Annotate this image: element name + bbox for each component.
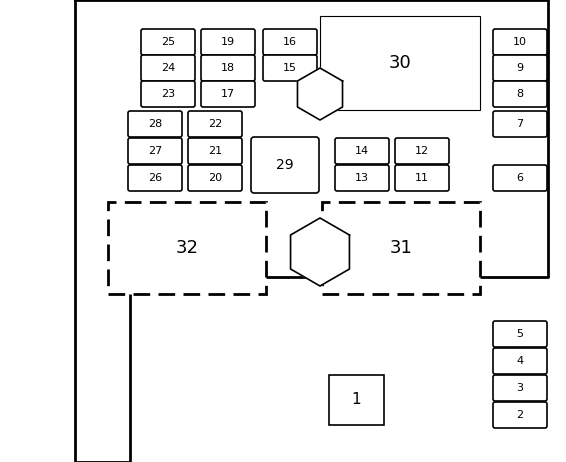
Text: 15: 15 <box>283 63 297 73</box>
Text: 16: 16 <box>283 37 297 47</box>
Bar <box>108 202 266 294</box>
FancyBboxPatch shape <box>188 111 242 137</box>
Text: 10: 10 <box>513 37 527 47</box>
Text: 28: 28 <box>148 119 162 129</box>
FancyBboxPatch shape <box>493 111 547 137</box>
FancyBboxPatch shape <box>188 165 242 191</box>
Bar <box>322 202 480 294</box>
Text: 9: 9 <box>516 63 524 73</box>
Text: 2: 2 <box>516 410 524 420</box>
Text: 27: 27 <box>148 146 162 156</box>
FancyBboxPatch shape <box>493 165 547 191</box>
Text: 29: 29 <box>276 158 294 172</box>
FancyBboxPatch shape <box>263 55 317 81</box>
Text: 18: 18 <box>221 63 235 73</box>
Text: 26: 26 <box>148 173 162 183</box>
Text: 6: 6 <box>517 173 524 183</box>
Text: 23: 23 <box>161 89 175 99</box>
Bar <box>320 16 480 110</box>
Text: 11: 11 <box>415 173 429 183</box>
Text: 25: 25 <box>161 37 175 47</box>
Bar <box>328 375 384 425</box>
FancyBboxPatch shape <box>493 375 547 401</box>
Text: 13: 13 <box>355 173 369 183</box>
FancyBboxPatch shape <box>493 55 547 81</box>
FancyBboxPatch shape <box>493 81 547 107</box>
Text: 21: 21 <box>208 146 222 156</box>
Text: 7: 7 <box>516 119 524 129</box>
Text: 31: 31 <box>389 239 413 257</box>
FancyBboxPatch shape <box>188 138 242 164</box>
Polygon shape <box>290 218 349 286</box>
Text: 8: 8 <box>516 89 524 99</box>
Text: 14: 14 <box>355 146 369 156</box>
FancyBboxPatch shape <box>395 138 449 164</box>
Text: 12: 12 <box>415 146 429 156</box>
FancyBboxPatch shape <box>493 348 547 374</box>
FancyBboxPatch shape <box>335 138 389 164</box>
Text: 3: 3 <box>517 383 524 393</box>
Text: 20: 20 <box>208 173 222 183</box>
FancyBboxPatch shape <box>493 29 547 55</box>
FancyBboxPatch shape <box>251 137 319 193</box>
Text: 4: 4 <box>516 356 524 366</box>
FancyBboxPatch shape <box>201 55 255 81</box>
Text: 1: 1 <box>351 393 361 407</box>
Text: 17: 17 <box>221 89 235 99</box>
Text: 19: 19 <box>221 37 235 47</box>
FancyBboxPatch shape <box>128 138 182 164</box>
FancyBboxPatch shape <box>493 321 547 347</box>
FancyBboxPatch shape <box>493 402 547 428</box>
FancyBboxPatch shape <box>141 81 195 107</box>
Text: 24: 24 <box>161 63 175 73</box>
Polygon shape <box>298 68 342 120</box>
Text: 5: 5 <box>517 329 524 339</box>
FancyBboxPatch shape <box>335 165 389 191</box>
FancyBboxPatch shape <box>128 111 182 137</box>
Text: 22: 22 <box>208 119 222 129</box>
Text: 30: 30 <box>389 54 411 72</box>
FancyBboxPatch shape <box>141 29 195 55</box>
FancyBboxPatch shape <box>263 29 317 55</box>
FancyBboxPatch shape <box>128 165 182 191</box>
FancyBboxPatch shape <box>141 55 195 81</box>
FancyBboxPatch shape <box>201 29 255 55</box>
FancyBboxPatch shape <box>201 81 255 107</box>
FancyBboxPatch shape <box>395 165 449 191</box>
Text: 32: 32 <box>175 239 199 257</box>
